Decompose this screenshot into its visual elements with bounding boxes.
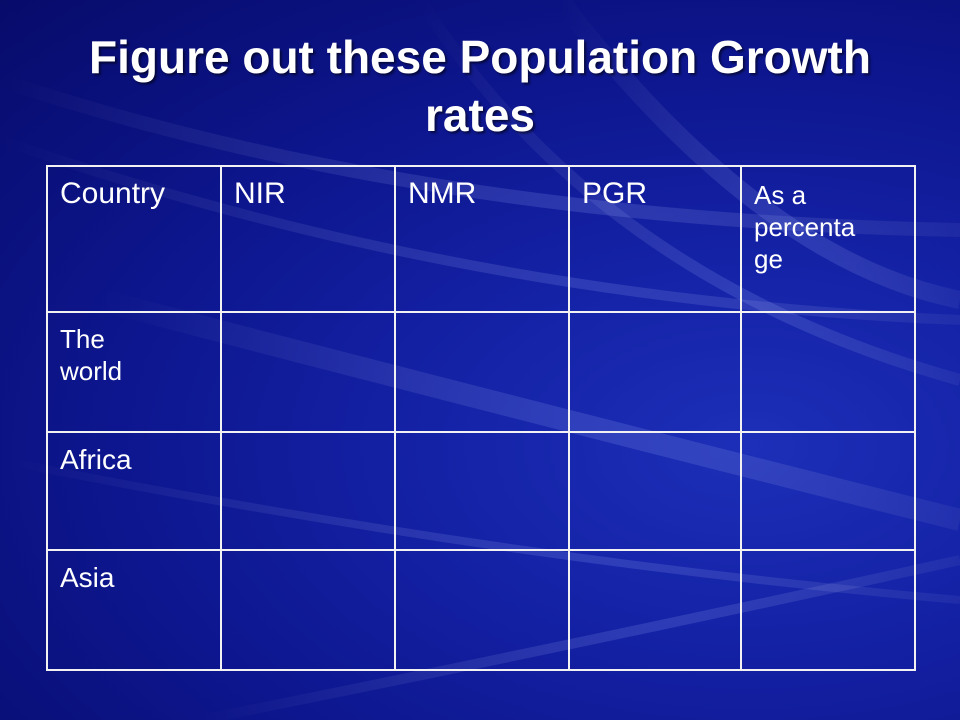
header-cell-nmr: NMR — [394, 165, 570, 313]
table-cell-pgr — [568, 311, 742, 433]
table-row-the-world: The world — [46, 311, 916, 433]
table-cell-percentage — [740, 311, 916, 433]
header-line: percenta — [754, 212, 856, 242]
table-cell-pgr — [568, 549, 742, 671]
table-header-row: Country NIR NMR PGR As a percenta ge — [46, 165, 916, 313]
table-row-africa: Africa — [46, 431, 916, 551]
header-cell-nir: NIR — [220, 165, 396, 313]
population-growth-table: Country NIR NMR PGR As a percenta ge The wo… — [46, 165, 916, 671]
row-label-asia: Asia — [46, 549, 222, 671]
header-cell-pgr: PGR — [568, 165, 742, 313]
table-cell-percentage — [740, 431, 916, 551]
table-cell-nmr — [394, 311, 570, 433]
row-label-africa: Africa — [46, 431, 222, 551]
header-cell-country: Country — [46, 165, 222, 313]
table-cell-nir — [220, 311, 396, 433]
header-cell-as-a-percentage: As a percenta ge — [740, 165, 916, 313]
table-cell-nmr — [394, 549, 570, 671]
table-cell-nmr — [394, 431, 570, 551]
table-cell-pgr — [568, 431, 742, 551]
slide-title: Figure out these Population Growth rates — [20, 28, 940, 144]
header-line: ge — [754, 244, 783, 274]
table-cell-nir — [220, 549, 396, 671]
header-line: As a — [754, 180, 807, 210]
table-cell-nir — [220, 431, 396, 551]
table-cell-percentage — [740, 549, 916, 671]
slide-title-line2: rates — [425, 89, 535, 141]
slide-title-line1: Figure out these Population Growth — [89, 31, 871, 83]
row-label-line: The — [60, 324, 105, 354]
row-label-the-world: The world — [46, 311, 222, 433]
table-row-asia: Asia — [46, 549, 916, 671]
row-label-line: world — [60, 356, 123, 386]
